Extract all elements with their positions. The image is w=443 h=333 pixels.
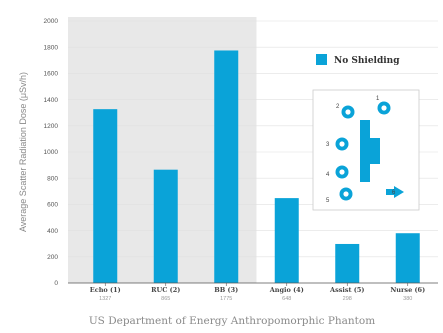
- x-tick-label: RUC (2): [151, 286, 180, 294]
- y-tick-label: 600: [47, 202, 58, 209]
- position-marker: 4: [326, 172, 330, 178]
- staff-position-center: [381, 105, 387, 111]
- y-tick-label: 1400: [44, 97, 59, 104]
- x-tick-label: BB (3): [214, 286, 238, 294]
- room-layout-illustration: [335, 101, 404, 201]
- arrow-tail: [386, 189, 394, 195]
- bar: [335, 243, 360, 283]
- x-tick-label: Echo (1): [90, 286, 121, 294]
- y-tick-label: 800: [47, 175, 58, 182]
- x-axis-title: US Department of Energy Anthropomorphic …: [89, 315, 375, 327]
- staff-position-center: [345, 109, 351, 115]
- table-shape: [360, 120, 370, 182]
- room-layout-inset: 1 2 3 4 5 6: [312, 89, 420, 211]
- position-marker: 1: [376, 96, 380, 102]
- bar: [93, 109, 118, 284]
- bar: [395, 233, 420, 283]
- y-tick-label: 1200: [44, 123, 59, 130]
- table-side-shape: [370, 138, 380, 164]
- staff-position-center: [339, 141, 345, 147]
- position-markers: 1 2 3 4 5 6: [326, 96, 396, 204]
- y-tick-label: 1600: [44, 71, 59, 78]
- y-tick-label: 400: [47, 228, 58, 235]
- bars: [93, 50, 420, 284]
- bar: [274, 198, 299, 283]
- bar: [214, 50, 239, 283]
- y-tick-label: 2000: [44, 18, 59, 25]
- y-tick-label: 1800: [44, 44, 59, 51]
- x-tick-label: Nurse (6): [390, 286, 425, 294]
- arrow-shape: [394, 186, 404, 198]
- legend-swatch: [316, 54, 327, 65]
- x-axis-ticks: Echo (1) 1327 RUC (2) 865 BB (3) 1775 Angio (4…: [90, 283, 425, 302]
- x-tick-sublabel: 648: [282, 296, 291, 302]
- position-marker: 6: [392, 190, 396, 196]
- x-tick-label: Assist (5): [329, 286, 364, 294]
- x-tick-label: Angio (4): [269, 286, 304, 294]
- x-tick-sublabel: 380: [403, 296, 412, 302]
- x-tick-sublabel: 1775: [220, 296, 232, 302]
- x-tick-sublabel: 298: [343, 296, 352, 302]
- bar: [153, 169, 178, 283]
- y-axis-ticks: 0 200 400 600 800 1000 1200 1400 1600 1800 2000: [44, 18, 59, 287]
- staff-position-center: [339, 169, 345, 175]
- y-tick-label: 200: [47, 254, 58, 261]
- y-axis-title: Average Scatter Radiation Dose (μSv/h): [18, 72, 28, 232]
- position-marker: 2: [336, 104, 340, 110]
- y-tick-label: 0: [54, 280, 58, 287]
- x-tick-sublabel: 1327: [99, 296, 111, 302]
- x-tick-sublabel: 865: [161, 296, 170, 302]
- position-marker: 3: [326, 142, 330, 148]
- legend: No Shielding: [316, 54, 400, 66]
- staff-position-center: [343, 191, 349, 197]
- legend-label: No Shielding: [334, 56, 400, 66]
- y-tick-label: 1000: [44, 149, 59, 156]
- position-marker: 5: [326, 198, 330, 204]
